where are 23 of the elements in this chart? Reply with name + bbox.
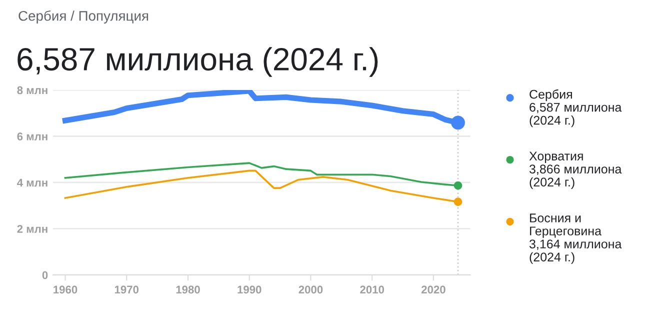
point xyxy=(454,181,462,190)
y-tick-label: 6 млн xyxy=(17,132,48,140)
text: 6,587 миллиона (2024 г.) xyxy=(530,102,622,128)
text: 3,866 миллиона (2024 г.) xyxy=(529,164,622,189)
x-tick-label: 2010 xyxy=(360,286,384,294)
chart-title: 6,587 миллиона (2024 г.) xyxy=(18,47,378,77)
point xyxy=(454,198,462,206)
x-tick-label: 2020 xyxy=(421,286,446,294)
x-tick-label: 1990 xyxy=(238,286,262,294)
y-tick-label: 2 млн xyxy=(17,224,48,233)
text: 3,164 миллиона (2024 г.) xyxy=(529,240,622,264)
chart-subtitle: Сербия / Популяция xyxy=(18,10,148,24)
x-tick-label: 1970 xyxy=(114,286,139,294)
legend-label: Хорватия xyxy=(529,152,583,163)
legend-label: Сербия xyxy=(530,89,572,102)
point xyxy=(451,116,465,130)
x-tick-label: 2000 xyxy=(298,286,323,294)
y-tick-label: 4 млн xyxy=(17,178,48,187)
x-tick-label: 1960 xyxy=(54,286,78,294)
y-tick-label: 0 xyxy=(42,271,48,280)
legend-label: Босния и Герцеговина xyxy=(530,214,602,238)
x-tick-label: 1980 xyxy=(176,286,200,294)
y-tick-label: 8 млн xyxy=(17,86,48,94)
